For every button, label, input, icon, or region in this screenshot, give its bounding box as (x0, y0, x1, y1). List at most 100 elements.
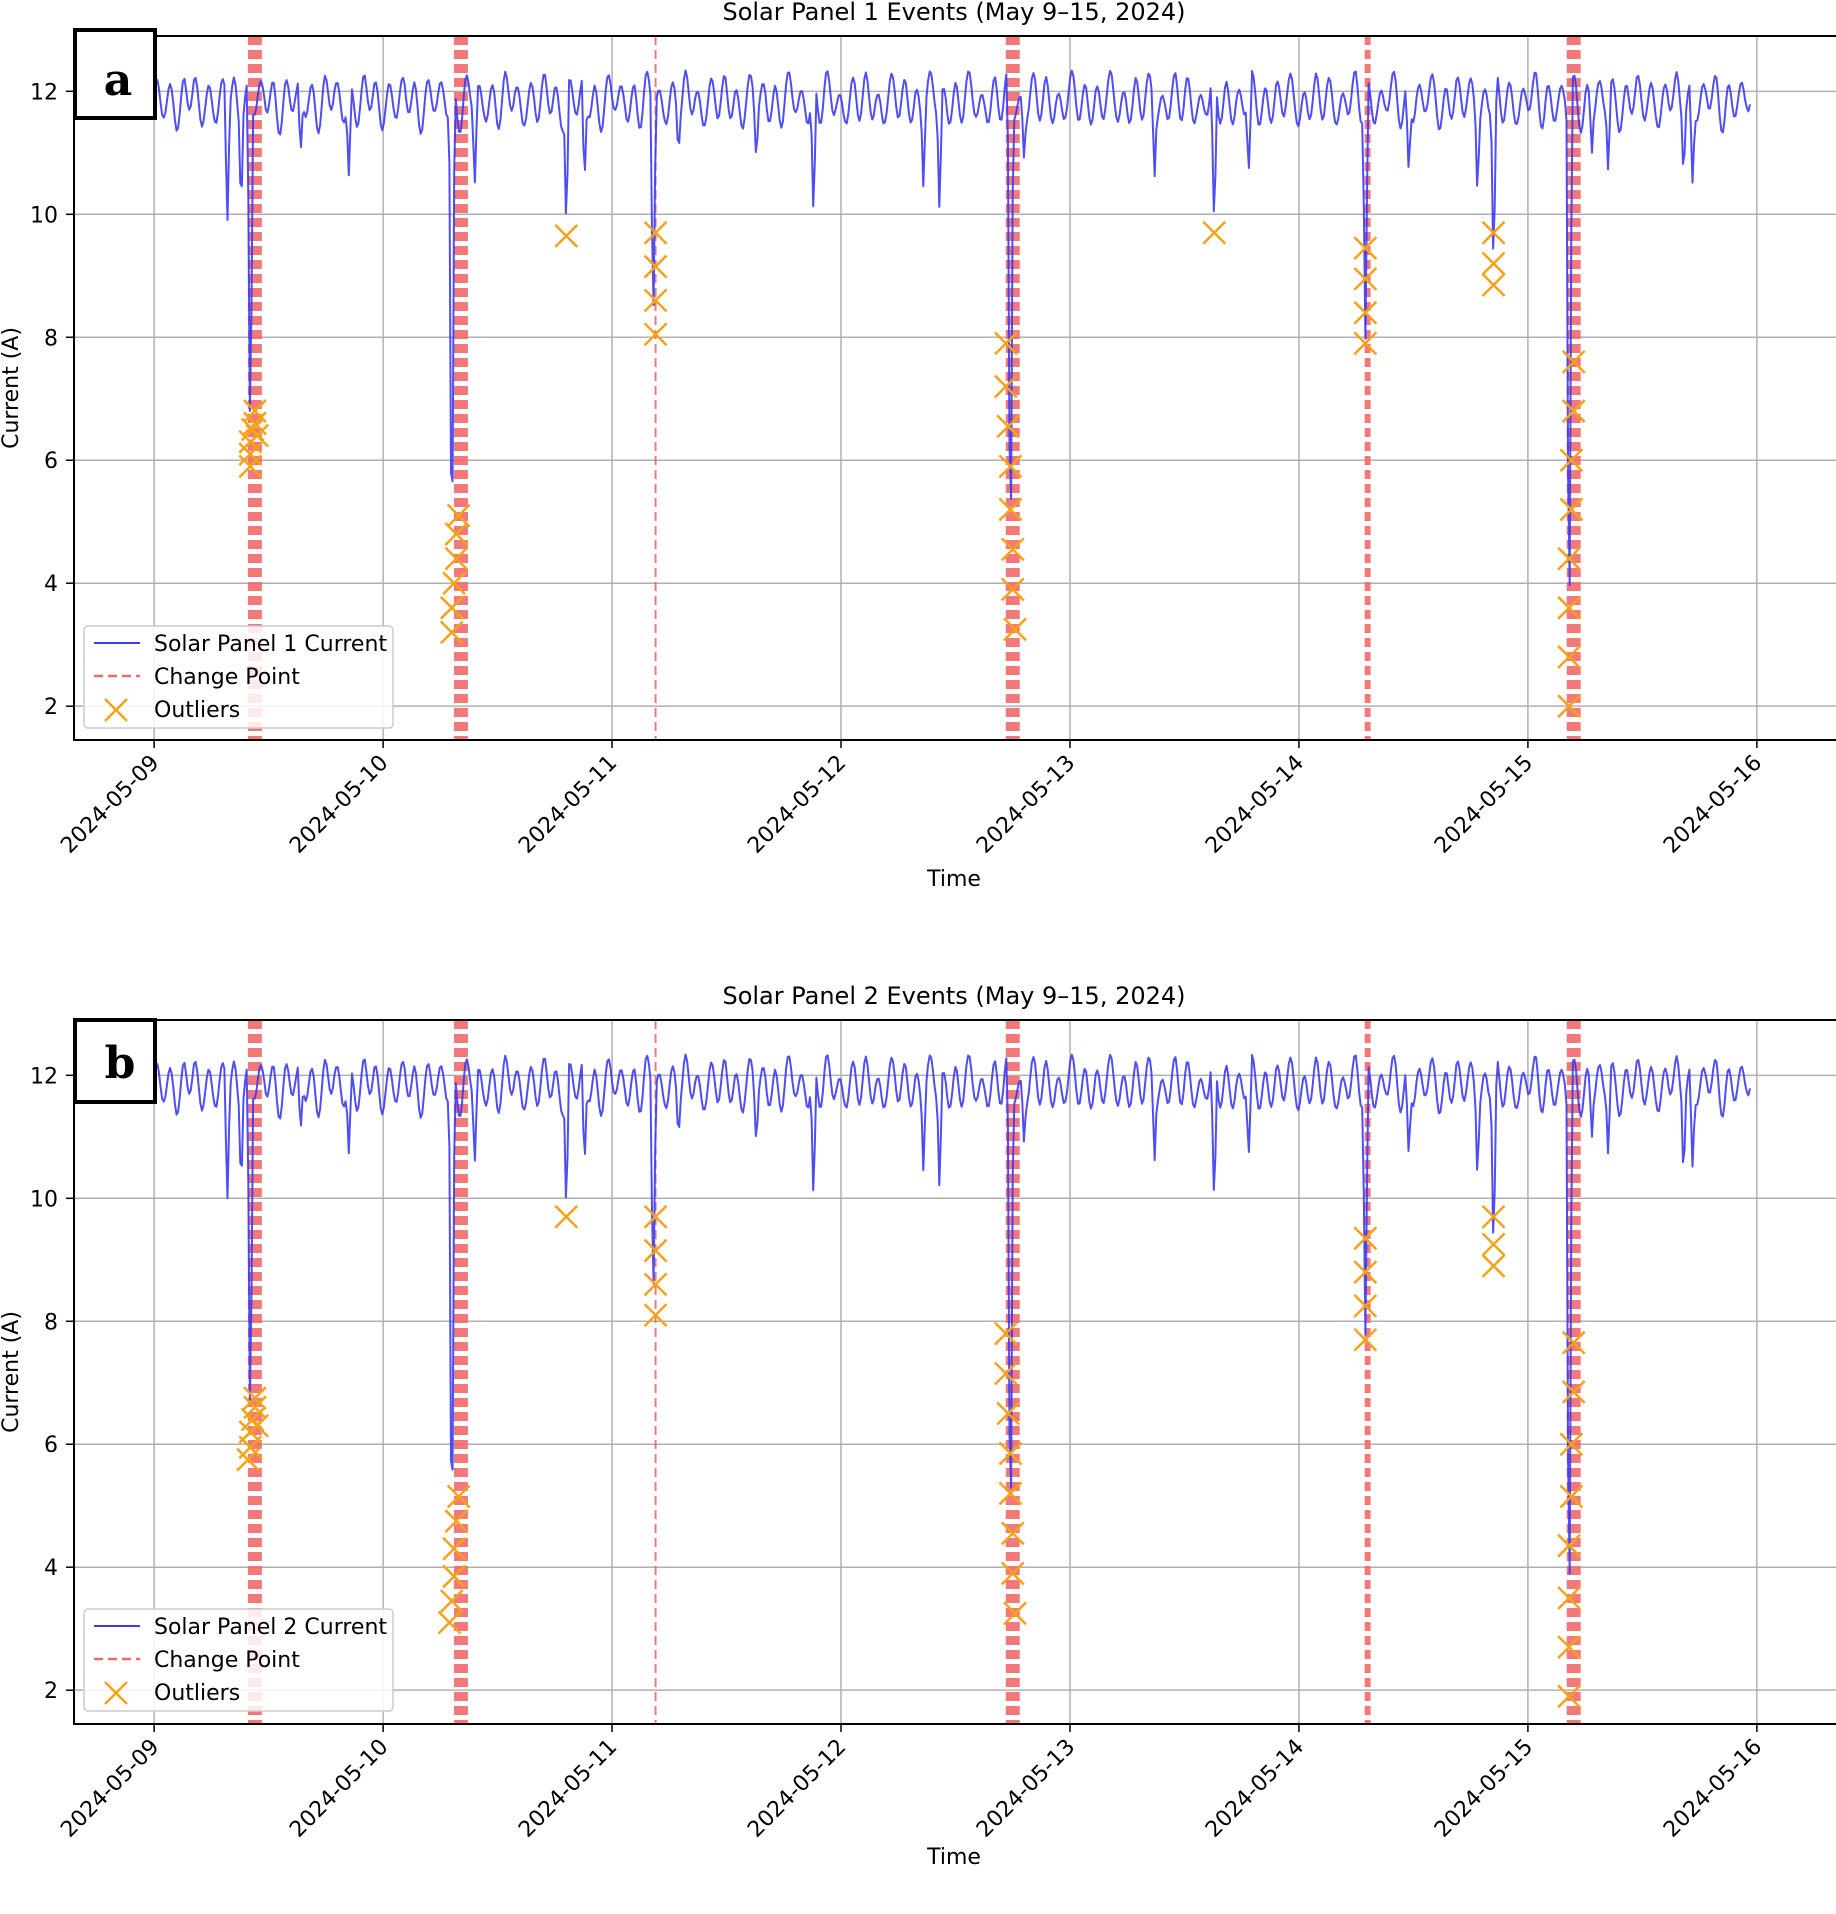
grid-lines (74, 1020, 1836, 1724)
legend-outlier-label: Outliers (154, 698, 240, 723)
outlier-marker (993, 1361, 1018, 1386)
outlier-marker (446, 503, 471, 528)
outlier-marker (1561, 399, 1586, 423)
x-tick-label: 2024-05-11 (514, 1735, 622, 1843)
outlier-marker (1481, 220, 1506, 245)
legend-outlier-swatch (104, 1681, 128, 1705)
outlier-marker (442, 1564, 466, 1589)
outlier-marker (242, 399, 267, 423)
outlier-marker (643, 1204, 668, 1229)
outlier-marker (1000, 1561, 1025, 1586)
x-axis-label: Time (926, 867, 981, 892)
outlier-marker (238, 442, 263, 466)
legend-series-label: Solar Panel 2 Current (154, 1615, 387, 1640)
y-tick-label: 6 (44, 1433, 58, 1458)
outlier-marker (1202, 220, 1227, 245)
x-tick-label: 2024-05-12 (743, 751, 851, 859)
legend-change-label: Change Point (154, 1648, 300, 1673)
x-tick-label: 2024-05-16 (1659, 751, 1767, 859)
outlier-marker (554, 1204, 579, 1229)
plot-frame (73, 35, 1836, 741)
outlier-marker (1561, 349, 1586, 374)
outlier-marker (993, 374, 1018, 399)
current-series (153, 1053, 1751, 1575)
outlier-marker (996, 414, 1021, 439)
x-tick-label: 2024-05-11 (514, 751, 622, 859)
outlier-marker (238, 454, 263, 479)
x-tick-label: 2024-05-15 (1430, 1735, 1538, 1843)
outlier-marker (998, 1441, 1023, 1466)
outlier-marker (439, 595, 464, 620)
outlier-marker (1353, 1260, 1378, 1284)
outlier-marker (242, 1386, 267, 1411)
outlier-marker (1353, 1327, 1378, 1352)
x-tick-label: 2024-05-09 (56, 1735, 164, 1843)
y-tick-label: 10 (30, 203, 58, 228)
outlier-marker (1557, 595, 1581, 620)
outlier-marker (245, 423, 270, 448)
outlier-marker (1559, 1484, 1584, 1509)
outlier-marker (643, 254, 668, 279)
y-axis-ticks: 2 4 6 8 10 12 (30, 1064, 74, 1704)
outlier-marker (1481, 1232, 1506, 1257)
y-tick-label: 2 (44, 1679, 58, 1704)
outlier-marker (1557, 694, 1581, 719)
outlier-marker (1003, 1601, 1027, 1626)
x-tick-label: 2024-05-13 (972, 751, 1080, 859)
outlier-marker (1353, 1226, 1378, 1251)
outlier-marker (1561, 1380, 1586, 1404)
outlier-marker (1557, 1684, 1581, 1709)
outlier-marker (446, 1484, 471, 1509)
outlier-marker (1481, 1204, 1506, 1229)
x-tick-label: 2024-05-12 (743, 1735, 851, 1843)
current-series (153, 69, 1751, 586)
outlier-marker (998, 454, 1023, 479)
outlier-marker (442, 571, 466, 596)
outlier-marker (643, 220, 668, 245)
panel-label-box: b (73, 1018, 157, 1104)
x-tick-label: 2024-05-13 (972, 1735, 1080, 1843)
grid-lines (74, 36, 1836, 740)
y-tick-label: 6 (44, 449, 58, 474)
outlier-marker (1353, 236, 1378, 261)
outlier-marker (439, 620, 464, 645)
chart-title: Solar Panel 2 Events (May 9–15, 2024) (722, 984, 1185, 1010)
series-line (153, 69, 1751, 586)
outlier-marker (998, 1481, 1023, 1506)
legend-outlier-label: Outliers (154, 1681, 240, 1706)
outlier-markers (238, 220, 1586, 719)
y-axis-label: Current (A) (0, 1311, 24, 1433)
outlier-marker (1561, 1330, 1586, 1355)
outlier-marker (1353, 300, 1378, 325)
panel-label-box: a (73, 28, 157, 120)
outlier-marker (439, 1589, 464, 1613)
outlier-marker (1353, 1294, 1378, 1318)
y-tick-label: 4 (44, 1556, 58, 1581)
x-tick-label: 2024-05-14 (1201, 751, 1309, 859)
outlier-marker (1353, 331, 1378, 356)
x-axis-ticks: 2024-05-09 2024-05-10 2024-05-11 2024-05-12… (56, 1724, 1767, 1843)
y-axis-ticks: 2 4 6 8 10 12 (30, 80, 74, 720)
outlier-marker (1481, 1254, 1506, 1278)
outlier-marker (1559, 1432, 1584, 1457)
panel-label: b (105, 1038, 136, 1089)
y-tick-label: 12 (30, 1064, 58, 1089)
x-tick-label: 2024-05-15 (1430, 751, 1538, 859)
x-tick-label: 2024-05-14 (1201, 1735, 1309, 1843)
x-axis-label: Time (926, 1845, 981, 1870)
outlier-marker (1481, 251, 1506, 276)
x-tick-label: 2024-05-10 (285, 751, 393, 859)
plot-frame (73, 1019, 1836, 1725)
outlier-marker (643, 1303, 668, 1328)
outlier-marker (643, 1238, 668, 1263)
outlier-marker (998, 497, 1023, 522)
chart-title: Solar Panel 1 Events (May 9–15, 2024) (722, 0, 1185, 26)
legend-change-label: Change Point (154, 665, 300, 690)
outlier-marker (442, 1536, 466, 1561)
outlier-marker (643, 322, 668, 347)
outlier-marker (993, 1321, 1018, 1346)
outlier-marker (996, 1401, 1021, 1426)
panel-label: a (104, 55, 133, 106)
outlier-marker (1557, 1586, 1581, 1610)
outlier-marker (1557, 645, 1581, 669)
